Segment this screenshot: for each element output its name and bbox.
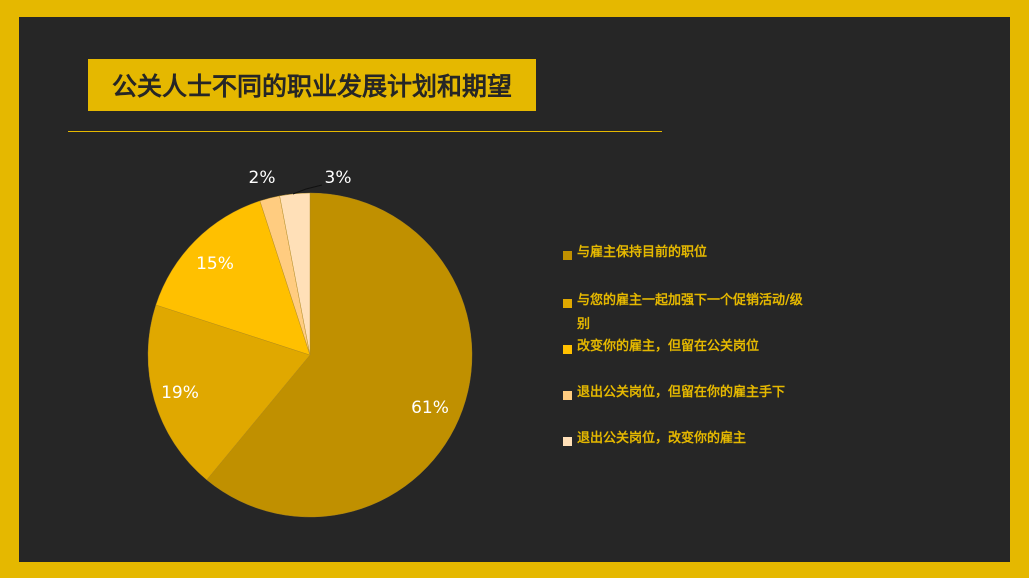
slide-title: 公关人士不同的职业发展计划和期望	[111, 72, 512, 101]
legend-label: 与雇主保持目前的职位	[577, 245, 708, 260]
pie-slice	[147, 304, 311, 481]
legend-swatch	[563, 437, 572, 446]
legend-swatch	[563, 251, 572, 260]
legend-swatch	[563, 345, 572, 354]
legend-label: 改变你的雇主，但留在公关岗位	[577, 339, 760, 354]
pie-slice	[206, 192, 473, 518]
legend-item: 退出公关岗位，但留在你的雇主手下	[563, 385, 807, 405]
legend-item: 与您的雇主一起加强下一个促销活动/级别	[563, 293, 807, 337]
legend-item: 改变你的雇主，但留在公关岗位	[563, 339, 807, 359]
legend-item: 与雇主保持目前的职位	[563, 245, 807, 265]
title-box: 公关人士不同的职业发展计划和期望	[88, 59, 536, 111]
data-label: 19%	[161, 383, 199, 403]
legend-swatch	[563, 391, 572, 400]
data-label: 15%	[196, 254, 234, 274]
legend-label: 与您的雇主一起加强下一个促销活动/级别	[577, 293, 803, 332]
data-label: 3%	[325, 168, 352, 188]
legend-label: 退出公关岗位，但留在你的雇主手下	[577, 385, 786, 400]
title-divider	[68, 131, 662, 132]
pie-slice	[155, 200, 311, 356]
legend-item: 退出公关岗位，改变你的雇主	[563, 431, 807, 451]
legend-label: 退出公关岗位，改变你的雇主	[577, 431, 747, 446]
legend-swatch	[563, 299, 572, 308]
leader-line	[292, 184, 323, 195]
data-label: 2%	[249, 168, 276, 188]
data-label: 61%	[411, 398, 449, 418]
